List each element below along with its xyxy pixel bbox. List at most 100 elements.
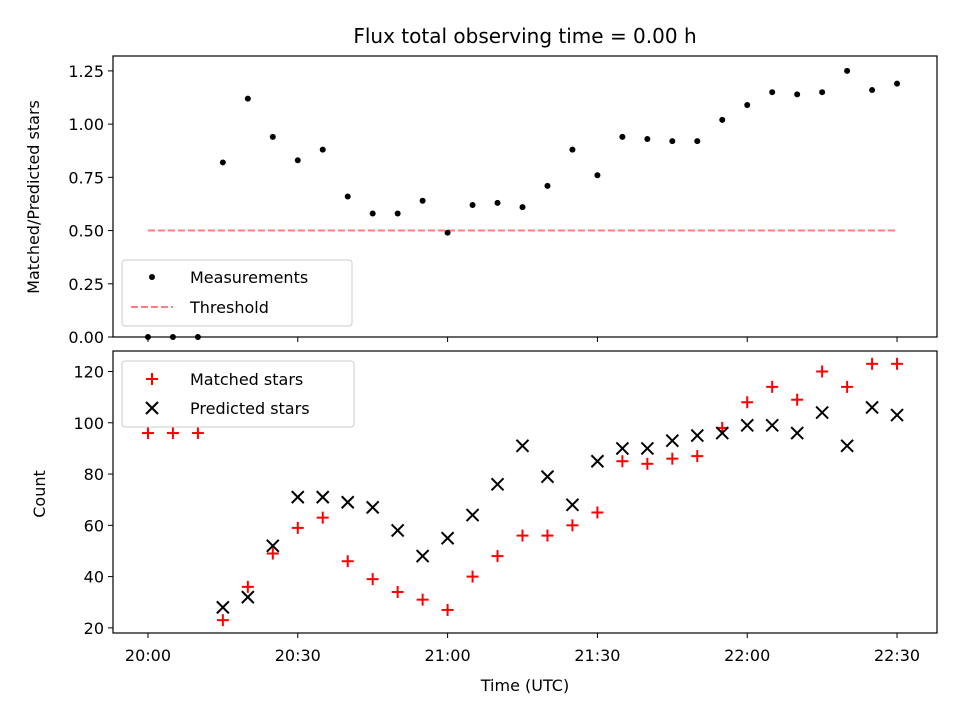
predicted-star-point bbox=[640, 441, 655, 456]
predicted-star-point bbox=[590, 454, 605, 468]
matched-star-point bbox=[866, 357, 879, 370]
top-plot-area: 0.00 0.25 0.50 0.75 1.00 1.25 bbox=[68, 55, 938, 347]
x-stroke bbox=[640, 441, 655, 456]
matched-star-point bbox=[216, 614, 229, 627]
predicted-star-point bbox=[415, 549, 430, 563]
predicted-star-point bbox=[665, 434, 680, 448]
measurement-point bbox=[269, 133, 276, 140]
predicted-star-point bbox=[740, 418, 754, 433]
matched-star-point bbox=[516, 529, 529, 542]
measurement-point bbox=[469, 202, 476, 209]
matched-star-point bbox=[741, 396, 754, 409]
predicted-star-point bbox=[790, 426, 804, 440]
top-y-tick-label: 1.00 bbox=[68, 115, 104, 134]
x-stroke bbox=[316, 490, 330, 504]
measurement-point bbox=[844, 67, 851, 74]
predicted-star-point bbox=[565, 498, 580, 512]
predicted-star-point bbox=[216, 600, 230, 615]
x-stroke bbox=[740, 418, 754, 433]
predicted-star-point bbox=[316, 490, 330, 504]
measurement-point bbox=[319, 146, 326, 153]
measurement-point bbox=[794, 91, 801, 98]
x-stroke bbox=[790, 426, 804, 440]
predicted-star-point bbox=[715, 426, 729, 440]
x-stroke bbox=[145, 401, 159, 415]
matched-star-point bbox=[416, 593, 429, 606]
matched-star-point bbox=[841, 380, 854, 393]
x-stroke bbox=[615, 441, 630, 456]
measurement-point bbox=[344, 193, 351, 200]
x-stroke bbox=[840, 439, 854, 453]
x-stroke bbox=[440, 531, 455, 545]
predicted-star-point bbox=[765, 418, 779, 433]
predicted-star-point bbox=[840, 439, 854, 453]
bottom-y-tick-label: 80 bbox=[84, 465, 104, 484]
x-axis-label: Time (UTC) bbox=[480, 676, 569, 695]
measurement-point bbox=[494, 199, 501, 206]
measurement-point bbox=[644, 136, 651, 143]
matched-star-point bbox=[316, 511, 329, 524]
matched-star-point bbox=[366, 573, 379, 586]
matched-star-point bbox=[541, 529, 554, 542]
measurement-point bbox=[394, 210, 401, 217]
matched-star-point bbox=[791, 393, 804, 406]
bottom-y-tick-label: 20 bbox=[84, 619, 104, 638]
x-stroke bbox=[665, 434, 680, 448]
predicted-star-point bbox=[540, 469, 555, 484]
legend-measurements-label: Measurements bbox=[190, 268, 308, 287]
measurement-point bbox=[894, 80, 901, 87]
predicted-star-point bbox=[440, 531, 455, 545]
legend-matched-label: Matched stars bbox=[190, 370, 303, 389]
top-y-tick-label: 0.00 bbox=[68, 328, 104, 347]
matched-star-point bbox=[591, 506, 604, 519]
x-stroke bbox=[540, 469, 555, 484]
top-axes-frame bbox=[112, 55, 938, 338]
predicted-star-point bbox=[690, 428, 704, 443]
legend-threshold-label: Threshold bbox=[189, 298, 269, 317]
top-y-tick-label: 0.50 bbox=[68, 222, 104, 241]
bottom-x-tick-label: 20:30 bbox=[275, 646, 321, 665]
x-stroke bbox=[690, 428, 704, 443]
legend-measurement-marker bbox=[149, 274, 155, 280]
measurement-point bbox=[619, 133, 626, 140]
matched-star-point bbox=[466, 570, 479, 583]
x-stroke bbox=[266, 539, 280, 553]
bottom-plot-area: 20 40 60 80 100 120 20:00 20:30 21:00 21:30 22:00 2… bbox=[73, 350, 938, 665]
bottom-x-tick-label: 21:30 bbox=[574, 646, 620, 665]
x-stroke bbox=[565, 498, 580, 512]
matched-star-point bbox=[191, 427, 204, 440]
measurement-point bbox=[769, 89, 776, 96]
bottom-axes-frame bbox=[112, 350, 938, 634]
x-stroke bbox=[865, 400, 879, 415]
x-stroke bbox=[765, 418, 779, 433]
measurement-point bbox=[519, 204, 526, 211]
top-y-axis-label: Matched/Predicted stars bbox=[24, 100, 43, 294]
matched-star-point bbox=[691, 450, 704, 463]
matched-star-point bbox=[891, 357, 904, 370]
predicted-star-point bbox=[341, 495, 355, 509]
predicted-star-point bbox=[365, 500, 380, 515]
x-stroke bbox=[390, 523, 405, 538]
matched-star-point bbox=[291, 521, 304, 534]
predicted-star-point bbox=[615, 441, 630, 456]
bottom-x-tick-label: 22:00 bbox=[724, 646, 770, 665]
measurement-point bbox=[594, 172, 601, 179]
matched-star-point bbox=[641, 457, 654, 470]
measurement-point bbox=[219, 159, 226, 166]
x-stroke bbox=[815, 405, 829, 420]
x-stroke bbox=[241, 590, 255, 604]
matched-star-point bbox=[341, 555, 354, 568]
measurement-point bbox=[369, 210, 376, 217]
predicted-star-point bbox=[490, 477, 505, 492]
predicted-star-point bbox=[465, 508, 480, 522]
matched-star-point bbox=[241, 580, 254, 593]
x-stroke bbox=[490, 477, 505, 492]
bottom-y-tick-label: 60 bbox=[84, 516, 104, 535]
measurement-point bbox=[419, 197, 426, 204]
x-stroke bbox=[291, 490, 305, 504]
legend-predicted-marker bbox=[145, 401, 159, 415]
matched-star-point bbox=[566, 519, 579, 532]
legend-predicted-label: Predicted stars bbox=[190, 399, 310, 418]
bottom-y-tick-label: 120 bbox=[73, 363, 104, 382]
x-stroke bbox=[515, 439, 530, 453]
